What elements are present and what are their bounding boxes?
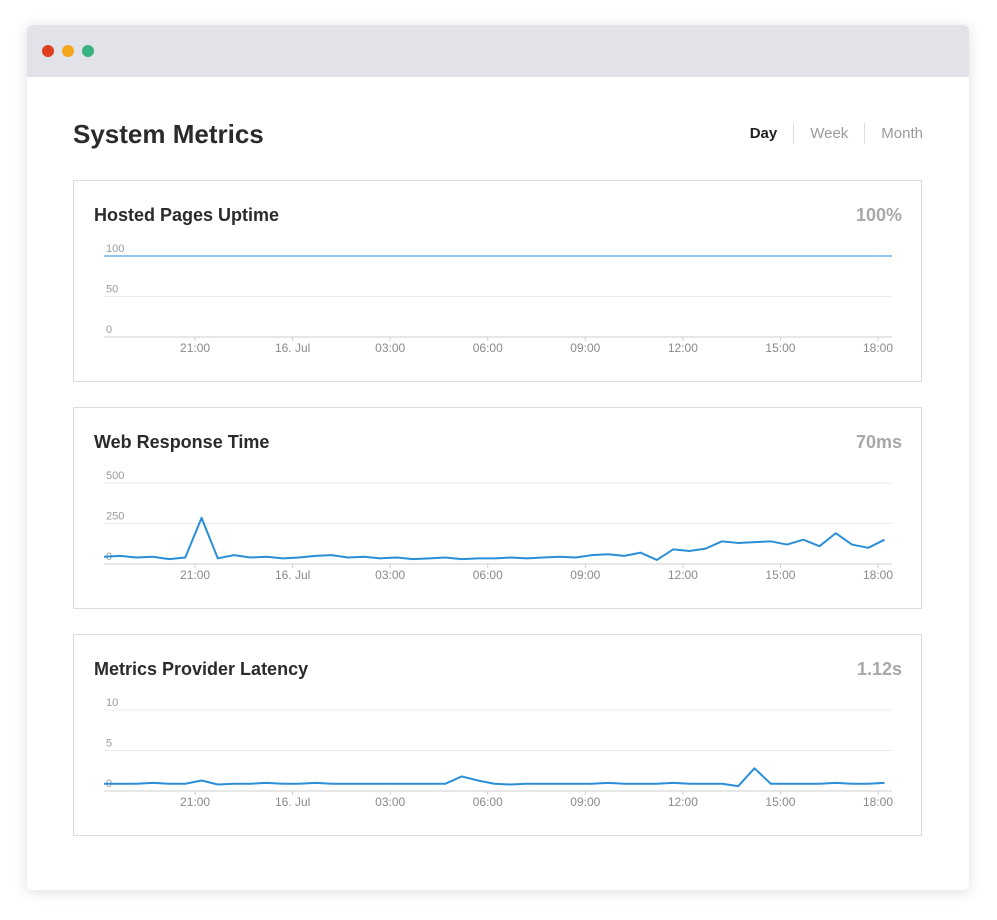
current-value: 1.12s bbox=[857, 659, 902, 679]
x-tick-label: 18:00 bbox=[863, 795, 893, 809]
y-tick-label: 0 bbox=[106, 324, 112, 336]
x-tick-label: 15:00 bbox=[765, 795, 795, 809]
panel-border bbox=[73, 634, 922, 836]
y-tick-label: 50 bbox=[106, 284, 118, 296]
x-tick-label: 18:00 bbox=[863, 568, 893, 582]
x-tick-label: 12:00 bbox=[668, 341, 698, 355]
x-tick-label: 09:00 bbox=[570, 568, 600, 582]
minimize-button[interactable] bbox=[62, 45, 74, 57]
chart-title: Metrics Provider Latency bbox=[94, 659, 308, 679]
chart-title: Hosted Pages Uptime bbox=[94, 205, 279, 225]
x-tick-label: 06:00 bbox=[473, 341, 503, 355]
maximize-button[interactable] bbox=[82, 45, 94, 57]
x-tick-label: 03:00 bbox=[375, 795, 405, 809]
tab[interactable]: Week bbox=[793, 123, 864, 144]
x-tick-label: 06:00 bbox=[473, 568, 503, 582]
y-tick-label: 5 bbox=[106, 738, 112, 750]
chart-panel: Hosted Pages Uptime 100% 0 50 100 21:00 16. Ju… bbox=[73, 180, 922, 382]
y-tick-label: 10 bbox=[106, 697, 118, 709]
panel-border bbox=[73, 180, 922, 382]
y-tick-label: 100 bbox=[106, 243, 124, 255]
x-tick-label: 12:00 bbox=[668, 795, 698, 809]
data-line bbox=[104, 767, 885, 788]
current-value: 70ms bbox=[856, 432, 902, 452]
x-tick-label: 16. Jul bbox=[275, 568, 310, 582]
panel-border bbox=[73, 407, 922, 609]
current-value: 100% bbox=[856, 205, 902, 225]
close-button[interactable] bbox=[42, 45, 54, 57]
tab[interactable]: Month bbox=[864, 123, 923, 144]
chart-title: Web Response Time bbox=[94, 432, 269, 452]
y-tick-label: 250 bbox=[106, 511, 124, 523]
x-tick-label: 03:00 bbox=[375, 341, 405, 355]
title-bar bbox=[27, 25, 969, 77]
x-tick-label: 21:00 bbox=[180, 795, 210, 809]
x-tick-label: 21:00 bbox=[180, 568, 210, 582]
x-tick-label: 18:00 bbox=[863, 341, 893, 355]
x-tick-label: 03:00 bbox=[375, 568, 405, 582]
x-tick-label: 16. Jul bbox=[275, 341, 310, 355]
range-tabs: Day Week Month bbox=[734, 123, 923, 144]
tab[interactable]: Day bbox=[749, 125, 778, 142]
x-tick-label: 15:00 bbox=[765, 341, 795, 355]
x-tick-label: 09:00 bbox=[570, 341, 600, 355]
x-tick-label: 15:00 bbox=[765, 568, 795, 582]
x-tick-label: 09:00 bbox=[570, 795, 600, 809]
data-line bbox=[103, 516, 885, 561]
x-tick-label: 16. Jul bbox=[275, 795, 310, 809]
x-tick-label: 06:00 bbox=[473, 795, 503, 809]
x-tick-label: 21:00 bbox=[180, 341, 210, 355]
y-tick-label: 500 bbox=[106, 470, 124, 482]
window: System Metrics Day Week Month Hosted Pag… bbox=[27, 25, 969, 890]
x-tick-label: 12:00 bbox=[668, 568, 698, 582]
page-title: System Metrics bbox=[73, 119, 264, 149]
